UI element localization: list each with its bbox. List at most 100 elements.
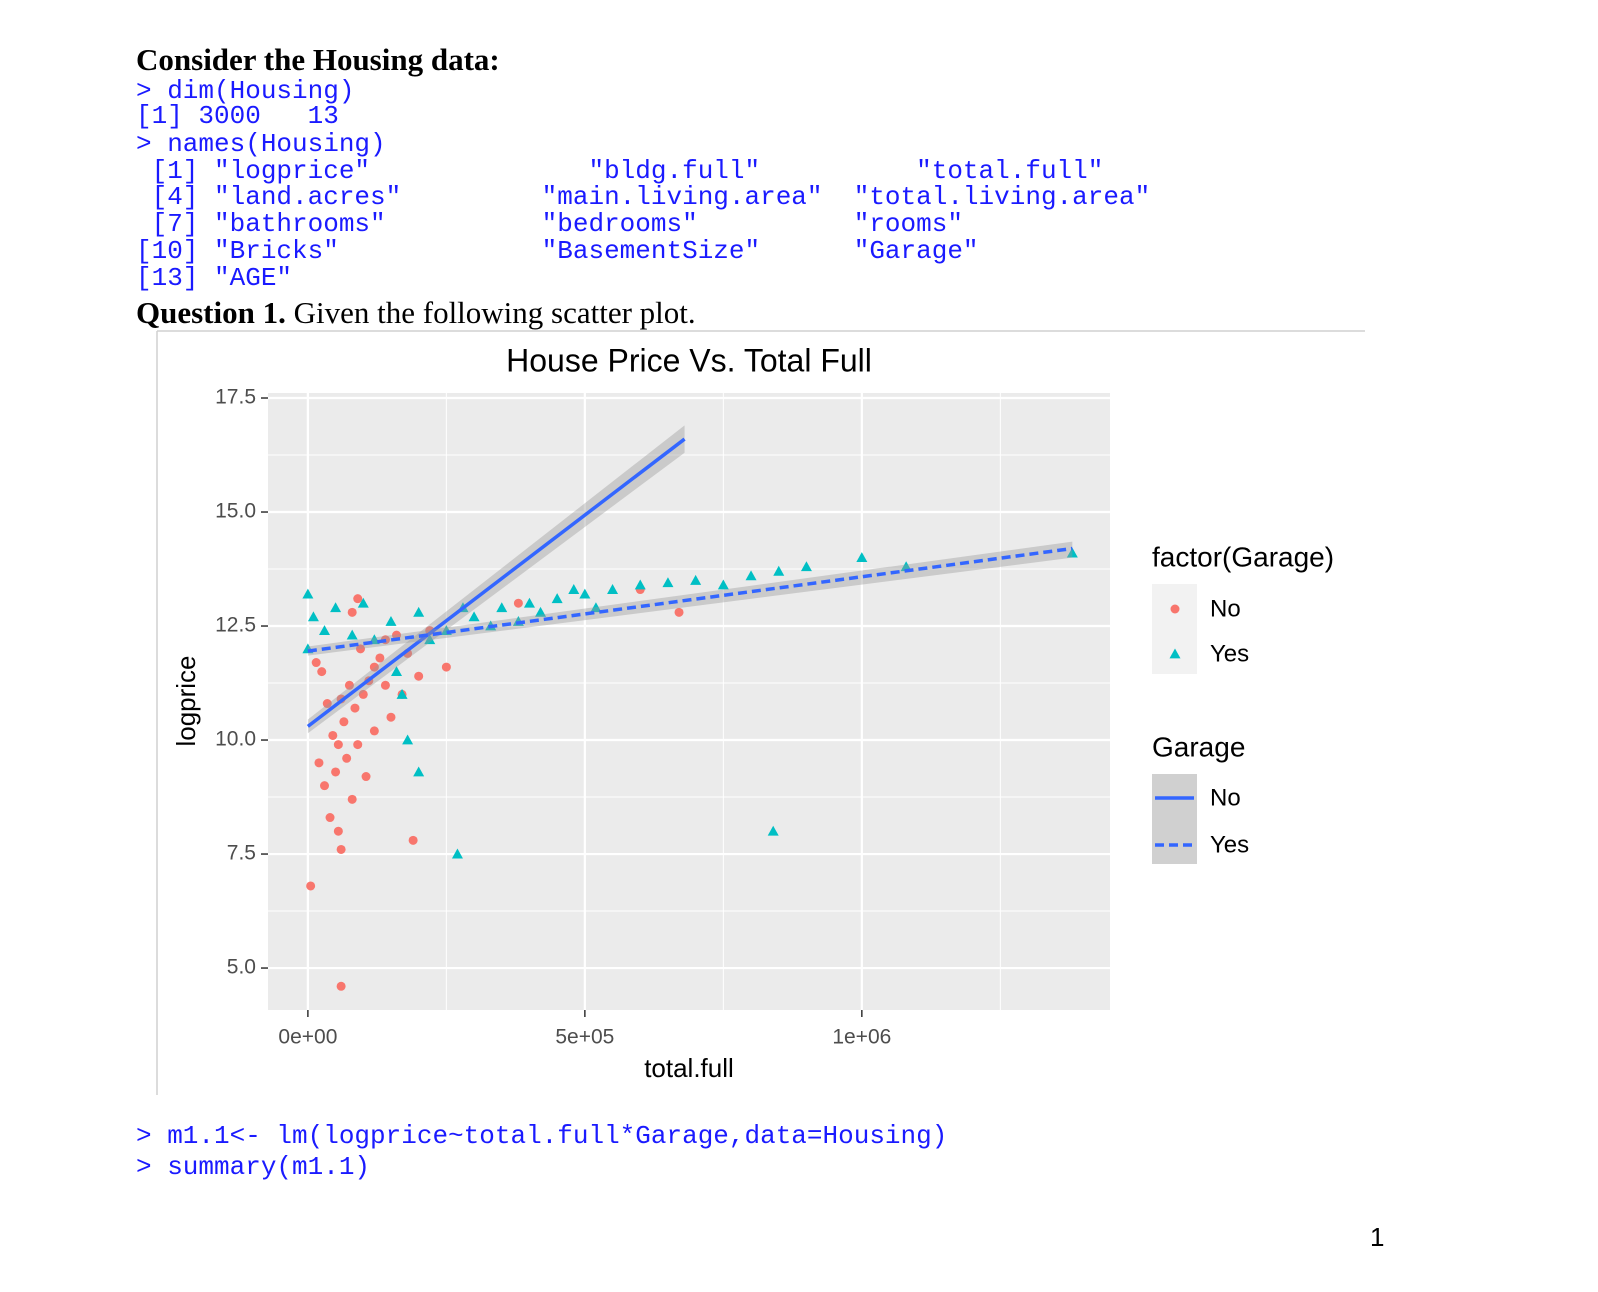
question: Question 1. Given the following scatter … — [136, 295, 696, 331]
point — [551, 593, 563, 604]
point — [325, 813, 335, 823]
point — [773, 565, 785, 576]
point — [357, 597, 369, 608]
legend-label: No — [1210, 595, 1241, 622]
point — [369, 726, 379, 736]
point — [339, 717, 349, 727]
legend-label: Yes — [1210, 640, 1249, 667]
x-tick-label: 1e+06 — [832, 1026, 891, 1049]
point — [856, 552, 868, 563]
point — [350, 703, 360, 713]
point — [414, 671, 424, 681]
point — [441, 662, 451, 672]
point — [333, 826, 343, 836]
point — [1170, 604, 1180, 614]
point — [328, 730, 338, 740]
y-axis-label: logprice — [171, 655, 201, 746]
point — [662, 577, 674, 588]
point — [346, 629, 358, 640]
point — [745, 570, 757, 581]
point — [413, 606, 425, 617]
code-line: [1] "logprice" "bldg.full" "total.full" — [136, 156, 1104, 186]
point — [391, 666, 403, 677]
legend-label: Yes — [1210, 831, 1249, 858]
point — [322, 699, 332, 709]
point — [320, 781, 330, 791]
point — [369, 662, 379, 672]
y-tick-label: 12.5 — [215, 614, 256, 637]
point — [385, 615, 397, 626]
point — [306, 881, 316, 891]
y-tick-label: 10.0 — [215, 728, 256, 751]
point — [900, 561, 912, 572]
point — [330, 602, 342, 613]
point — [319, 625, 331, 635]
point — [311, 658, 321, 668]
point — [342, 753, 352, 763]
point — [314, 758, 324, 768]
point — [451, 848, 463, 859]
point — [307, 611, 319, 622]
point — [800, 561, 812, 572]
point — [317, 667, 327, 677]
legend-key-bg — [1152, 584, 1197, 674]
code-line: > m1.1<- lm(logprice~total.full*Garage,d… — [136, 1121, 948, 1151]
point — [402, 734, 414, 745]
point — [607, 584, 619, 594]
code-line: [7] "bathrooms" "bedrooms" "rooms" — [136, 209, 963, 239]
point — [333, 740, 343, 750]
code-line: > summary(m1.1) — [136, 1152, 371, 1182]
point — [302, 588, 314, 599]
question-text: Given the following scatter plot. — [293, 295, 696, 330]
code-line: > names(Housing) — [136, 129, 386, 159]
point — [356, 644, 366, 654]
point — [336, 844, 346, 854]
point — [717, 579, 729, 590]
point — [331, 767, 341, 777]
point — [361, 772, 371, 782]
page-number: 1 — [1370, 1222, 1385, 1252]
y-tick-label: 7.5 — [227, 842, 256, 865]
code-line: [1] 3000 13 — [136, 101, 339, 131]
point — [353, 740, 363, 750]
x-tick-label: 5e+05 — [555, 1026, 614, 1049]
plot-panel — [268, 393, 1110, 1010]
y-tick-label: 5.0 — [227, 956, 256, 979]
point — [408, 835, 418, 845]
point — [413, 766, 425, 777]
point — [767, 825, 779, 836]
fit-line — [307, 546, 1073, 653]
point — [396, 688, 408, 699]
x-axis-label: total.full — [644, 1053, 734, 1083]
point — [347, 607, 357, 617]
point — [380, 680, 390, 690]
point — [523, 597, 535, 608]
point — [1066, 547, 1078, 558]
point — [386, 712, 396, 722]
code-line: [10] "Bricks" "BasementSize" "Garage" — [136, 236, 979, 266]
code-line: [13] "AGE" — [136, 263, 293, 293]
legend-key-bg — [1152, 774, 1197, 864]
point — [353, 594, 363, 604]
point — [1169, 648, 1181, 659]
fit-line — [306, 437, 686, 728]
point — [674, 607, 684, 617]
point — [690, 574, 702, 585]
heading: Consider the Housing data: — [136, 42, 500, 77]
point — [535, 606, 547, 617]
point — [358, 689, 368, 699]
question-label: Question 1. — [136, 295, 286, 330]
point — [568, 584, 580, 594]
chart-title: House Price Vs. Total Full — [506, 342, 872, 378]
code-line: > dim(Housing) — [136, 76, 355, 106]
point — [468, 611, 480, 622]
point — [590, 602, 602, 613]
point — [579, 588, 591, 599]
code-line: [4] "land.acres" "main.living.area" "tot… — [136, 182, 1151, 212]
y-tick-label: 17.5 — [215, 386, 256, 409]
legend-title: Garage — [1152, 731, 1245, 762]
point — [513, 598, 523, 608]
point — [634, 579, 646, 590]
